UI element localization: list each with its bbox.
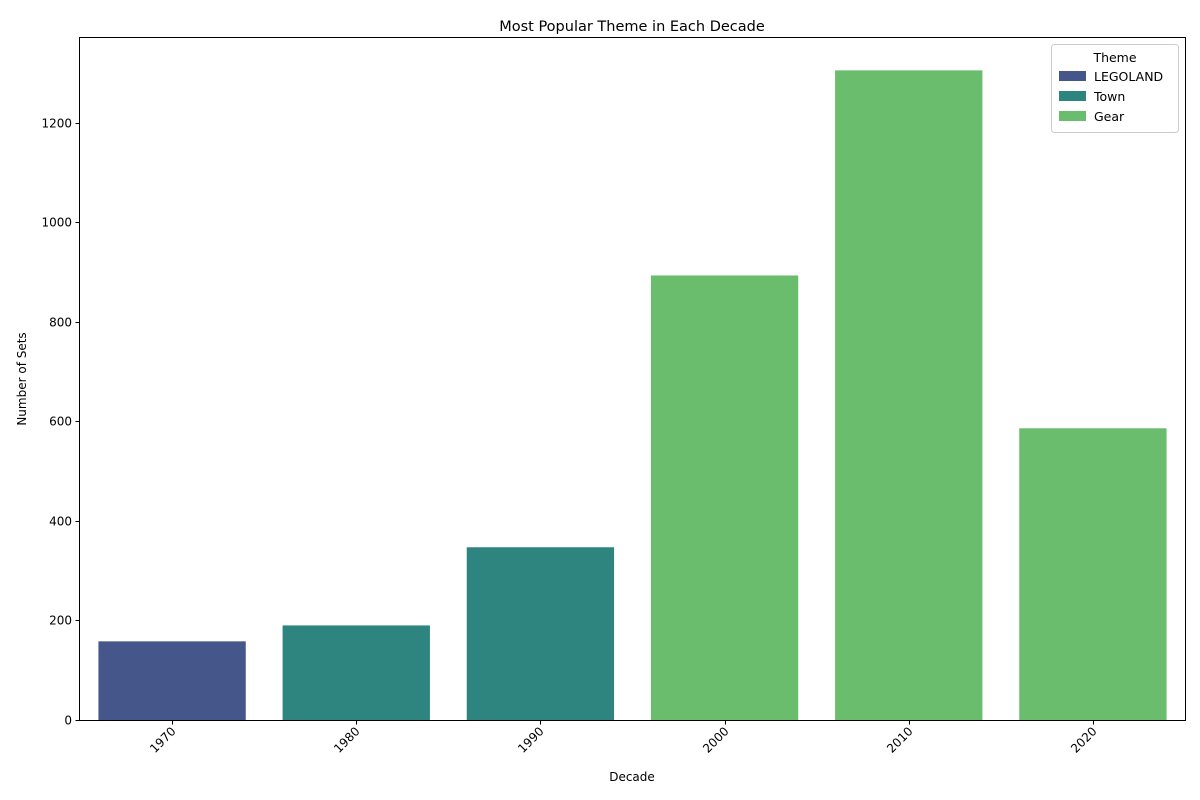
- bar-1990: [466, 547, 615, 720]
- y-tick-label: 1000: [41, 216, 72, 230]
- legend-swatch-gear: [1059, 111, 1086, 121]
- x-axis-label: Decade: [609, 770, 655, 784]
- y-tick-label: 0: [64, 714, 72, 728]
- legend-title: Theme: [1092, 50, 1136, 65]
- x-tick-label: 2010: [884, 724, 915, 755]
- y-axis: 0 200 400 600 800 1000 1200: [41, 117, 80, 728]
- y-tick-label: 400: [49, 515, 72, 529]
- bars-layer: [98, 70, 1167, 721]
- legend: Theme LEGOLAND Town Gear: [1051, 44, 1179, 133]
- bar-2000: [650, 275, 799, 720]
- bar-2020: [1019, 428, 1167, 720]
- x-tick-label: 1990: [515, 724, 546, 755]
- chart-title: Most Popular Theme in Each Decade: [499, 19, 765, 35]
- y-axis-label: Number of Sets: [15, 332, 29, 425]
- bar-1980: [282, 625, 430, 720]
- x-tick-label: 1970: [147, 724, 178, 755]
- legend-swatch-legoland: [1059, 71, 1086, 81]
- x-axis: 1970 1980 1990 2000 2010 2020: [147, 720, 1100, 756]
- legend-swatch-town: [1059, 91, 1086, 101]
- plot-frame: [79, 37, 1186, 721]
- x-tick-label: 2020: [1068, 724, 1099, 755]
- legend-box: [1051, 44, 1179, 133]
- legend-label-gear: Gear: [1094, 109, 1125, 124]
- bar-1970: [98, 641, 246, 720]
- legend-label-legoland: LEGOLAND: [1094, 69, 1163, 84]
- y-tick-label: 1200: [41, 117, 72, 131]
- x-tick-label: 1980: [331, 724, 362, 755]
- y-tick-label: 600: [49, 415, 72, 429]
- x-tick-label: 2000: [700, 724, 731, 755]
- y-tick-label: 800: [49, 316, 72, 330]
- legend-label-town: Town: [1093, 89, 1125, 104]
- y-tick-label: 200: [49, 614, 72, 628]
- bar-2010: [835, 70, 983, 721]
